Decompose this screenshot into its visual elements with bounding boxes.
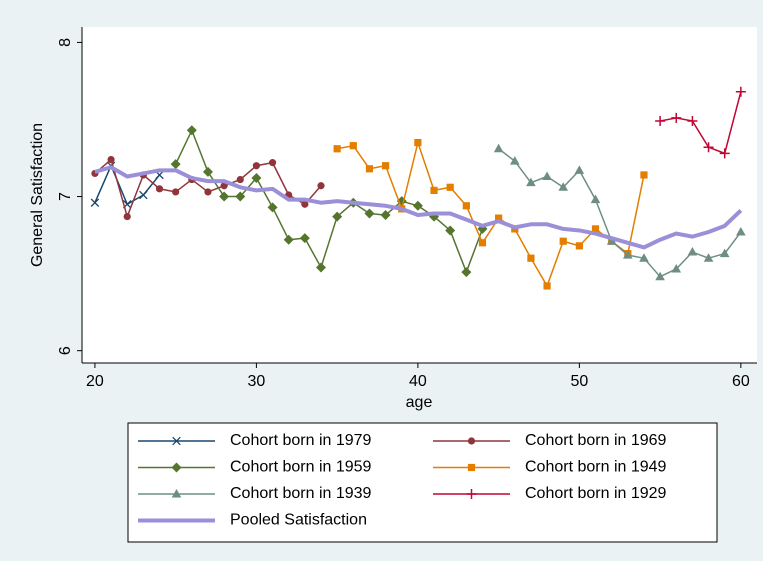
legend-marker <box>467 463 476 472</box>
marker <box>251 173 262 184</box>
marker <box>139 190 148 200</box>
legend-label: Cohort born in 1939 <box>230 485 372 502</box>
marker <box>671 112 682 123</box>
legend-marker <box>467 437 476 445</box>
x-tick-label: 40 <box>409 373 427 390</box>
x-tick-label: 50 <box>570 373 588 390</box>
legend-label: Pooled Satisfaction <box>230 512 367 529</box>
marker <box>543 282 551 290</box>
marker <box>574 165 585 174</box>
marker <box>735 86 746 97</box>
marker <box>315 262 326 273</box>
marker <box>703 142 714 153</box>
marker <box>687 116 698 127</box>
marker <box>172 188 180 196</box>
marker <box>349 142 357 150</box>
y-tick-label: 6 <box>57 346 74 355</box>
marker <box>380 210 391 221</box>
marker <box>687 247 698 256</box>
marker <box>495 214 503 222</box>
marker <box>268 159 277 167</box>
marker <box>461 267 472 278</box>
marker <box>267 202 278 213</box>
y-axis-title: General Satisfaction <box>29 123 46 267</box>
legend-marker <box>172 436 181 446</box>
marker <box>719 248 730 258</box>
marker <box>445 225 456 236</box>
marker <box>719 148 730 159</box>
marker <box>204 188 212 196</box>
marker <box>559 237 567 245</box>
marker <box>640 171 648 179</box>
x-tick-label: 60 <box>732 373 750 390</box>
marker <box>219 191 230 202</box>
marker <box>736 226 746 236</box>
marker <box>252 162 261 170</box>
marker <box>462 202 470 210</box>
marker <box>236 175 244 184</box>
marker <box>623 250 633 259</box>
marker <box>606 236 617 245</box>
marker <box>412 200 423 211</box>
marker <box>478 239 487 247</box>
legend <box>127 422 718 543</box>
marker <box>430 186 438 194</box>
marker <box>703 253 714 262</box>
marker <box>107 155 115 164</box>
y-tick-label: 8 <box>57 38 74 47</box>
marker <box>591 225 600 233</box>
marker <box>558 182 569 191</box>
marker <box>364 208 375 219</box>
marker <box>90 198 100 207</box>
marker <box>575 242 583 250</box>
y-tick-label: 7 <box>57 192 74 201</box>
x-axis-title: age <box>406 394 433 411</box>
x-tick-label: 20 <box>86 373 104 390</box>
series-line <box>498 148 742 278</box>
legend-label: Cohort born in 1929 <box>525 485 667 502</box>
legend-label: Cohort born in 1969 <box>525 432 667 449</box>
legend-label: Cohort born in 1949 <box>525 459 667 476</box>
marker <box>655 271 665 281</box>
marker <box>526 177 536 187</box>
legend-marker <box>171 489 182 498</box>
marker <box>332 211 343 222</box>
marker <box>671 263 682 273</box>
marker <box>446 183 454 191</box>
marker <box>170 159 181 170</box>
marker <box>283 234 294 245</box>
marker <box>123 212 131 221</box>
legend-label: Cohort born in 1959 <box>230 459 372 476</box>
marker <box>202 166 213 177</box>
marker <box>235 191 246 202</box>
marker <box>639 253 649 262</box>
marker <box>301 200 309 208</box>
x-tick-label: 30 <box>248 373 266 390</box>
marker <box>381 162 390 170</box>
marker <box>509 156 520 165</box>
marker <box>655 116 666 127</box>
marker <box>333 145 341 153</box>
legend-marker <box>466 489 477 499</box>
pooled-line <box>94 165 743 250</box>
marker <box>186 125 197 136</box>
marker <box>299 233 310 244</box>
plot-area <box>82 27 757 363</box>
legend-marker <box>171 462 182 473</box>
marker <box>317 182 325 190</box>
legend-label: Cohort born in 1979 <box>230 432 372 449</box>
marker <box>527 254 535 262</box>
marker <box>590 194 601 204</box>
marker <box>542 171 552 181</box>
marker <box>365 165 374 173</box>
marker <box>414 138 422 147</box>
marker <box>155 185 164 193</box>
marker <box>493 143 504 153</box>
